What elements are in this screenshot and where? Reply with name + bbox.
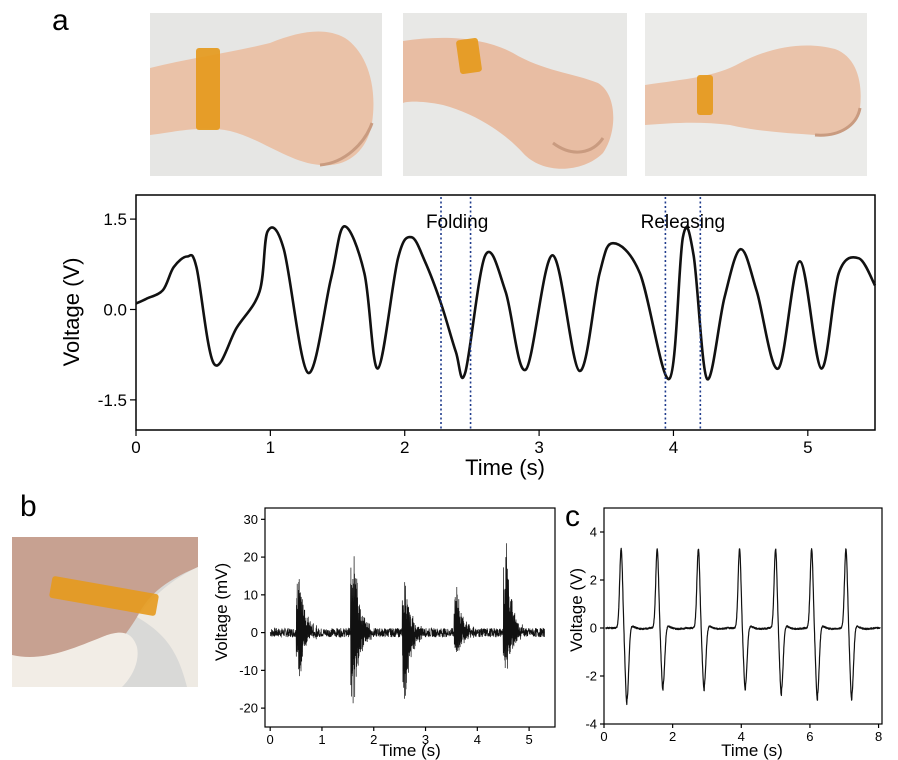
panel-label-c: c [565,500,580,533]
c-y-tick-label: -4 [585,717,597,732]
b-y-tick-label: 30 [244,512,258,527]
c-plot-frame [603,507,883,725]
a-x-tick-label: 4 [669,438,678,457]
a-x-tick-label: 3 [534,438,543,457]
b-y-tick-label: 0 [251,625,258,640]
a-y-tick-label: 1.5 [103,210,127,229]
chart-b-y-axis-label: Voltage (mV) [212,563,231,661]
wrist-bent-photo [403,13,627,176]
a-x-tick-label: 0 [131,438,140,457]
chart-c-x-axis-label: Time (s) [721,741,783,760]
chart-a-annotation-label: Releasing [641,212,726,233]
panel-label-a: a [52,4,69,37]
b-y-tick-label: 20 [244,550,258,565]
b-y-tick-label: -20 [239,701,258,716]
panel-label-b: b [20,490,37,523]
c-y-tick-label: 2 [590,573,597,588]
chart-c-voltage-series-line [605,547,881,706]
c-x-tick-label: 4 [738,729,745,744]
chart-a-x-axis-label: Time (s) [465,455,545,480]
b-x-tick-label: 3 [422,732,429,747]
chart-a-y-axis-label: Voltage (V) [59,258,84,367]
b-x-tick-label: 2 [370,732,377,747]
c-y-tick-label: -2 [585,669,597,684]
chart-b-voltage-series-line [269,543,545,704]
a-y-tick-label: 0.0 [103,300,127,319]
c-y-tick-label: 4 [590,525,597,540]
b-y-tick-label: -10 [239,663,258,678]
b-y-tick-label: 10 [244,587,258,602]
b-x-tick-label: 4 [474,732,481,747]
c-x-tick-label: 6 [806,729,813,744]
b-plot-frame [264,507,556,728]
c-x-tick-label: 0 [600,729,607,744]
chart-c: Voltage (V) Time (s) 0 2 4 6 8 -4 -2 0 2 4 [567,507,883,760]
chart-b-x-axis-label: Time (s) [379,741,441,760]
wrist-back-photo [645,13,867,176]
b-x-tick-label: 1 [318,732,325,747]
c-y-tick-label: 0 [590,621,597,636]
chart-a-annotation-label: Folding [426,212,488,233]
a-x-tick-label: 2 [400,438,409,457]
chart-a: Voltage (V) Time (s) 0 1 2 3 4 5 -1.5 0.0 1.5 Fol… [59,194,877,480]
c-x-tick-label: 8 [875,729,882,744]
chart-b: Voltage (mV) Time (s) 0 1 2 3 4 5 -20 -10 0 10 20 3… [212,507,556,760]
a-y-tick-label: -1.5 [98,391,127,410]
b-x-tick-label: 5 [525,732,532,747]
chart-a-voltage-series-line [135,225,877,381]
a-x-tick-label: 5 [803,438,812,457]
neck-photo [12,537,198,687]
a-x-tick-label: 1 [266,438,275,457]
b-x-tick-label: 0 [267,732,274,747]
chart-c-y-axis-label: Voltage (V) [567,568,586,652]
a-plot-frame [135,194,876,431]
c-x-tick-label: 2 [669,729,676,744]
wrist-flat-photo [150,13,382,176]
